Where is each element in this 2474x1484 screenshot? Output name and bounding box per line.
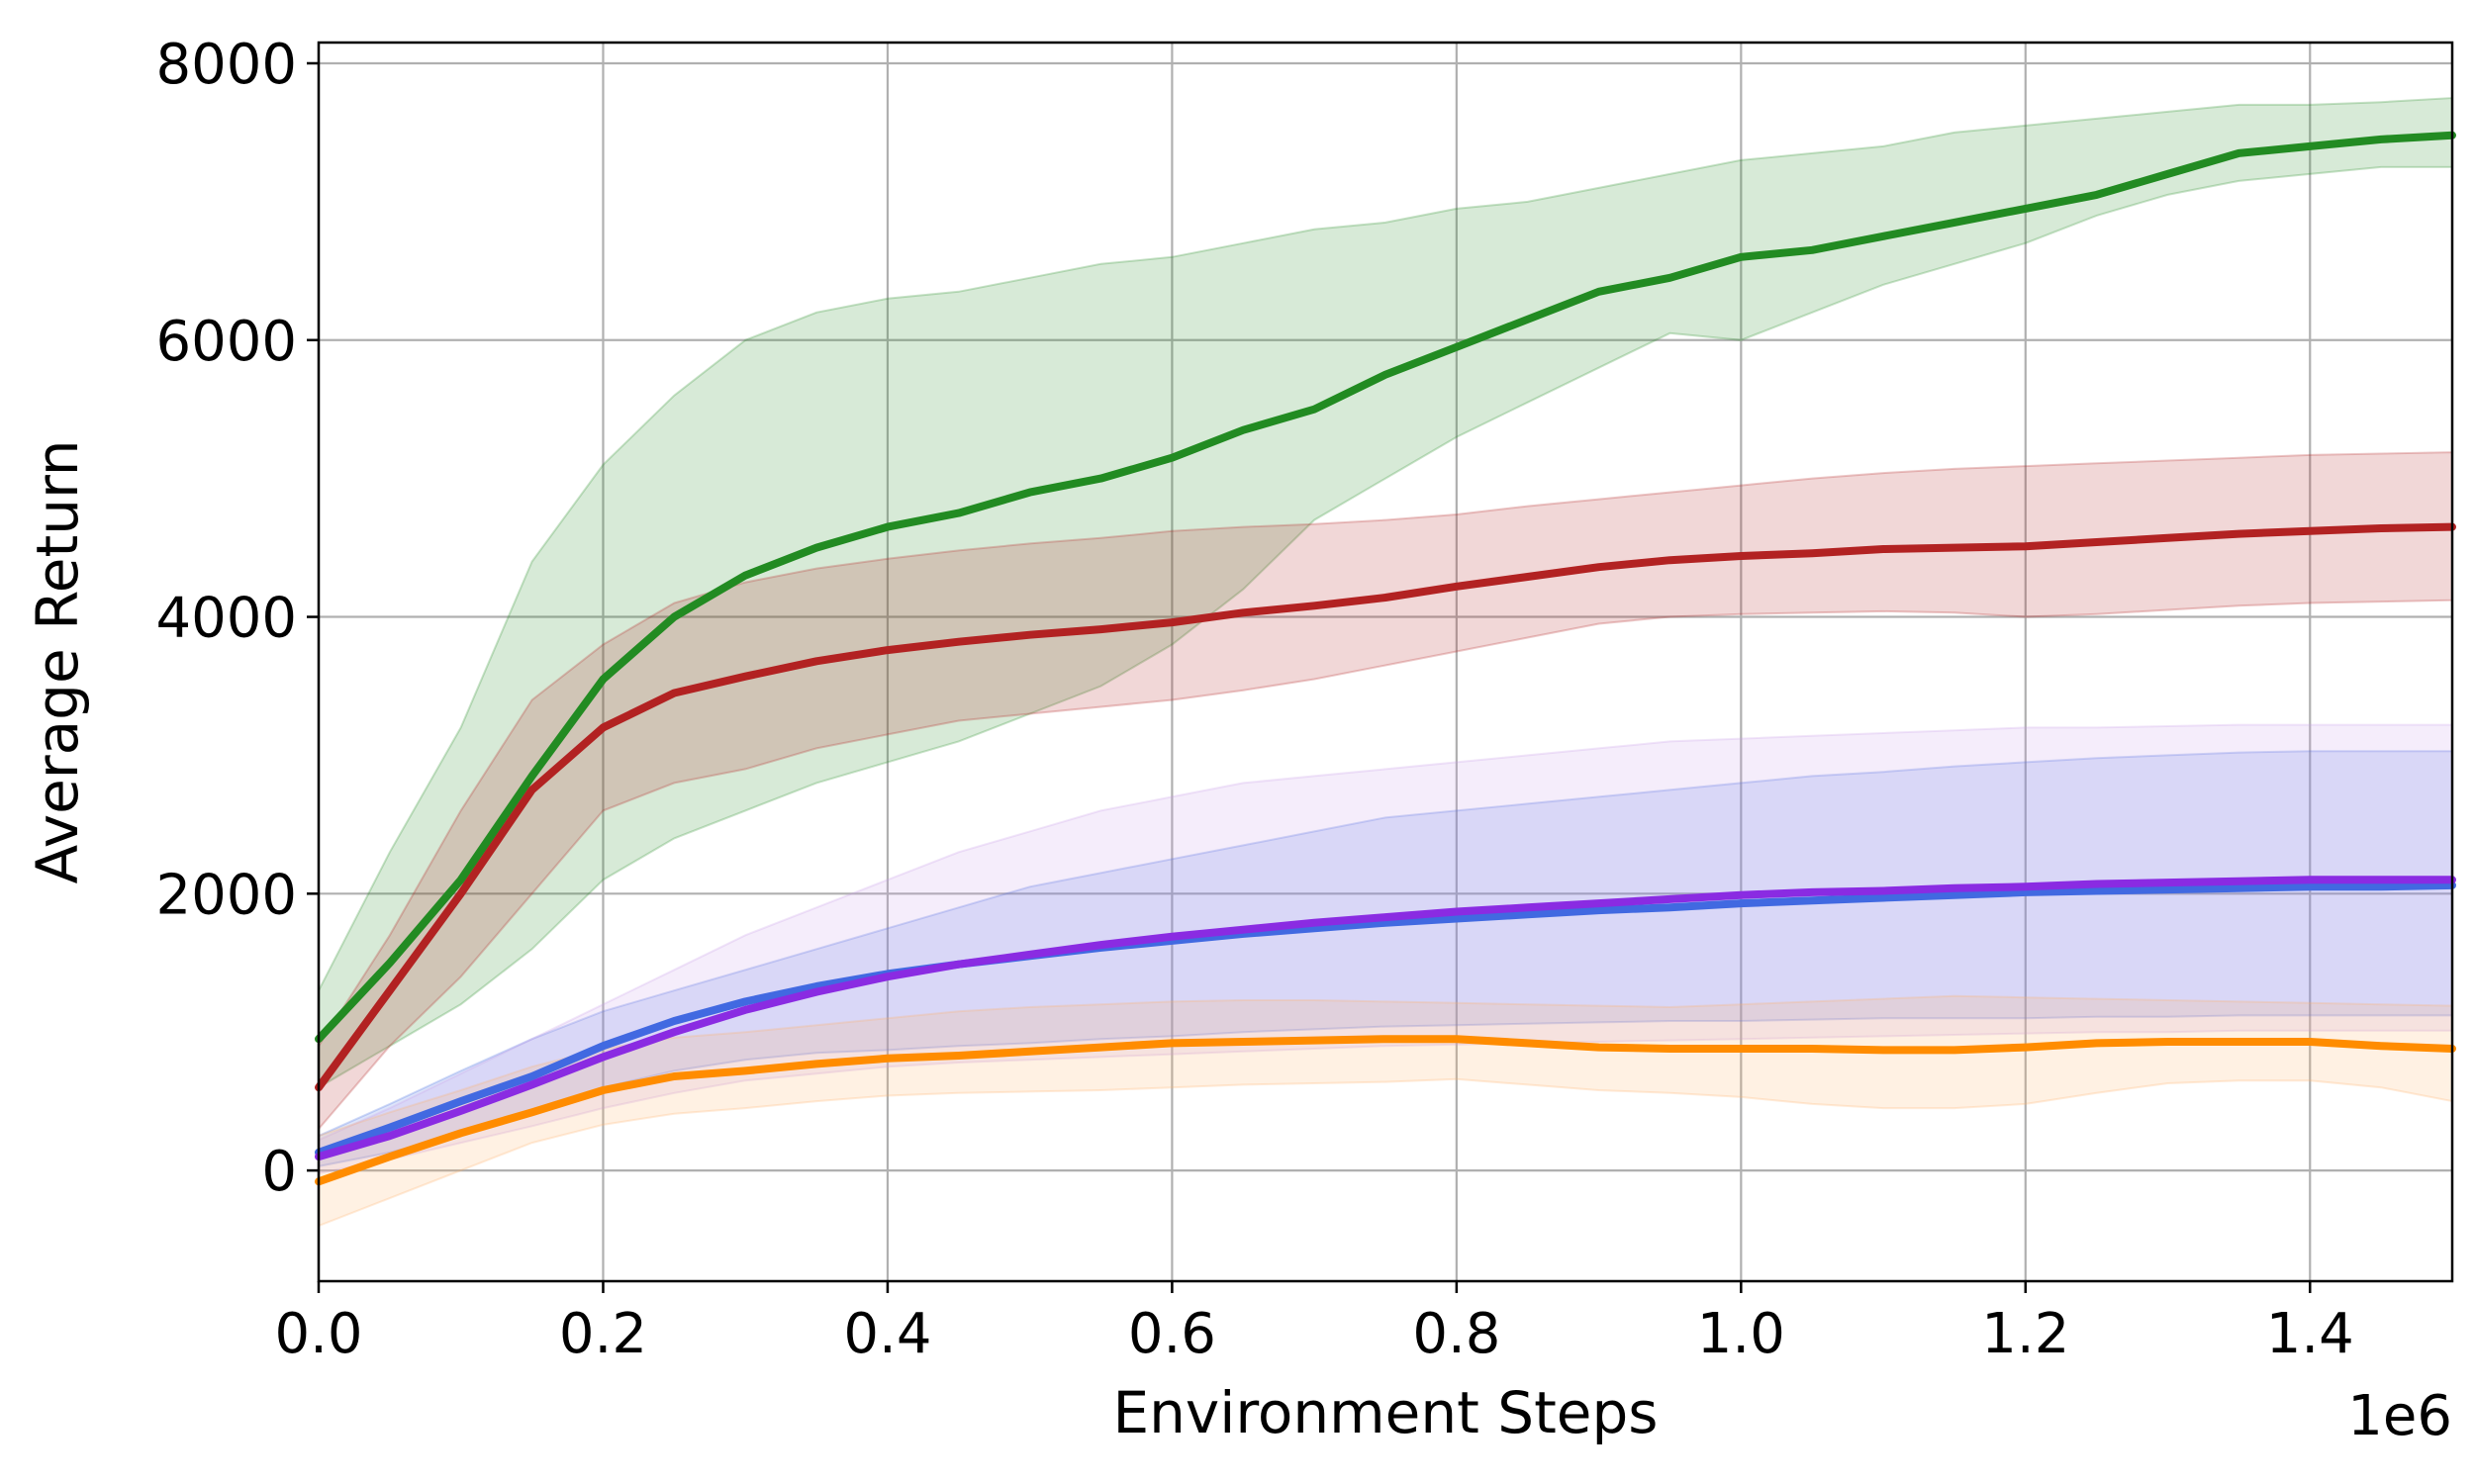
x-axis-label: Environment Steps <box>1112 1379 1658 1446</box>
y-tick-label: 8000 <box>155 33 297 97</box>
series-line-0 <box>315 131 2456 1044</box>
x-tick-label: 0.0 <box>274 1302 362 1366</box>
y-tick-label: 2000 <box>155 863 297 927</box>
x-tick-label: 0.8 <box>1412 1302 1500 1366</box>
x-tick-label: 0.4 <box>843 1302 931 1366</box>
y-tick-label: 6000 <box>155 310 297 374</box>
plot-frame <box>317 41 2454 1283</box>
axis-ticks: 0.0 0.2 0.4 0.6 0.8 1.0 1.2 1.4 0 2000 4000 6000 800… <box>155 33 2353 1366</box>
x-axis-offset-label: 1e6 <box>2347 1384 2452 1448</box>
x-tick-label: 1.0 <box>1697 1302 1785 1366</box>
series-line-3 <box>315 876 2456 1161</box>
confidence-bands <box>318 96 2453 1228</box>
series-line-4 <box>315 1035 2456 1186</box>
series-line-2 <box>315 881 2456 1157</box>
x-tick-label: 1.2 <box>1981 1302 2069 1366</box>
x-tick-label: 0.6 <box>1128 1302 1216 1366</box>
x-tick-label: 0.2 <box>559 1302 647 1366</box>
y-axis-label: Average Return <box>24 439 91 883</box>
series-lines <box>315 131 2456 1186</box>
y-tick-label: 4000 <box>155 587 297 651</box>
x-tick-label: 1.4 <box>2266 1302 2354 1366</box>
series-line-1 <box>315 522 2456 1092</box>
y-tick-label: 0 <box>261 1140 297 1204</box>
